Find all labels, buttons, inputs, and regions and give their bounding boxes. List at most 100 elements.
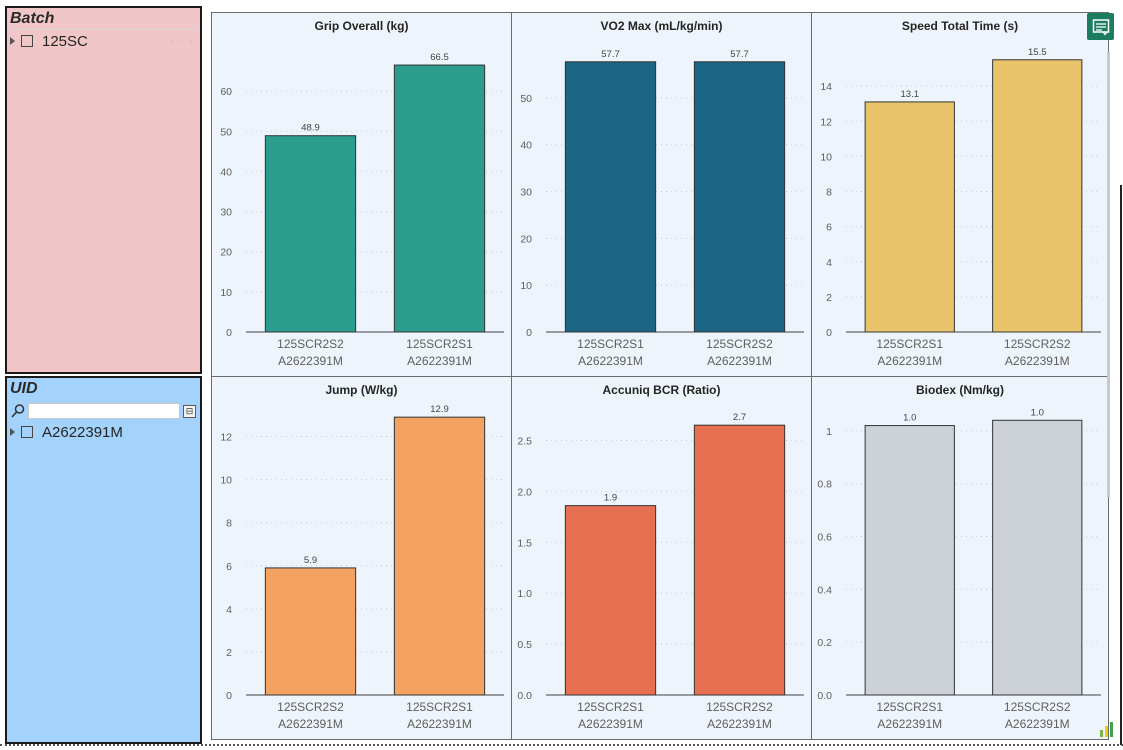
bar[interactable] (992, 59, 1083, 333)
chart-title: VO2 Max (mL/kg/min) (600, 19, 722, 33)
bar[interactable] (393, 64, 486, 333)
jump-chart[interactable]: Jump (W/kg) 0 2 4 6 8 10 12 5.9 125SCR2S2 A2622391… (212, 377, 512, 739)
bar[interactable] (264, 567, 357, 696)
chart-svg: Jump (W/kg) 0 2 4 6 8 10 12 5.9 125SCR2S2 A2622391… (220, 383, 504, 731)
bar[interactable] (864, 101, 955, 333)
y-tick-label: 0.2 (817, 637, 832, 649)
x-tick-label: 125SCR2S1 (577, 700, 644, 714)
batch-item-label: 125SC (42, 32, 88, 50)
y-tick-label: 6 (226, 561, 232, 573)
checkbox-icon[interactable] (21, 35, 33, 47)
x-tick-label: A2622391M (1005, 354, 1070, 368)
y-tick-label: 0.4 (817, 584, 832, 596)
expand-arrow-icon[interactable] (10, 428, 15, 436)
y-tick-label: 10 (220, 287, 232, 299)
report-card-icon (1092, 18, 1109, 35)
batch-slicer-title: Batch (10, 10, 55, 27)
y-tick-label: 12 (220, 432, 232, 444)
vo2-max-chart[interactable]: VO2 Max (mL/kg/min) 0 10 20 30 40 50 57.7 125SCR… (512, 13, 812, 377)
y-tick-label: 30 (220, 207, 232, 219)
bar[interactable] (264, 135, 357, 333)
bar[interactable] (393, 416, 486, 696)
bar[interactable] (992, 419, 1083, 696)
expand-arrow-icon[interactable] (10, 37, 15, 45)
x-tick-label: 125SCR2S1 (876, 700, 943, 714)
y-tick-label: 0.8 (817, 479, 832, 491)
chart-title: Grip Overall (kg) (314, 19, 408, 33)
data-label: 48.9 (301, 123, 320, 134)
x-tick-label: A2622391M (877, 354, 942, 368)
batch-slicer-divider (10, 29, 197, 30)
biodex-chart[interactable]: Biodex (Nm/kg) 0.0 0.2 0.4 0.6 0.8 1 1.0 125SCR2… (812, 377, 1108, 739)
uid-slicer-title: UID (10, 380, 38, 397)
x-tick-label: A2622391M (707, 354, 772, 368)
x-tick-label: A2622391M (407, 717, 472, 731)
y-tick-label: 10 (820, 151, 832, 163)
data-label: 13.1 (901, 89, 920, 100)
y-tick-label: 10 (220, 475, 232, 487)
y-tick-label: 8 (226, 518, 232, 530)
checkbox-icon[interactable] (21, 426, 33, 438)
x-tick-label: 125SCR2S1 (406, 337, 473, 351)
y-tick-label: 0 (226, 327, 232, 339)
y-tick-label: 10 (520, 280, 532, 292)
clear-search-icon[interactable]: ⊟ (183, 404, 196, 418)
batch-slicer: Batch 125SC · · · (5, 6, 202, 374)
uid-search-row: ⊟ (7, 401, 200, 421)
y-tick-label: 0 (826, 327, 832, 339)
more-options-icon[interactable]: · · · (170, 34, 194, 48)
y-tick-label: 60 (220, 86, 232, 98)
y-tick-label: 30 (520, 187, 532, 199)
y-tick-label: 6 (826, 222, 832, 234)
bar[interactable] (693, 424, 786, 696)
y-tick-label: 2.5 (517, 435, 532, 447)
bar[interactable] (864, 425, 955, 696)
y-tick-label: 1.0 (517, 588, 532, 600)
y-tick-label: 14 (820, 81, 832, 93)
data-label: 5.9 (304, 555, 317, 566)
y-tick-label: 0.0 (817, 690, 832, 702)
x-tick-label: A2622391M (278, 717, 343, 731)
data-label: 2.7 (733, 412, 746, 423)
chart-svg: VO2 Max (mL/kg/min) 0 10 20 30 40 50 57.7 125SCR… (520, 19, 804, 368)
y-tick-label: 2 (826, 292, 832, 304)
y-tick-label: 1.5 (517, 537, 532, 549)
x-tick-label: 125SCR2S1 (876, 337, 943, 351)
y-tick-label: 40 (520, 140, 532, 152)
grip-overall-chart[interactable]: Grip Overall (kg) 0 10 20 30 40 50 60 48.9 125SCR… (212, 13, 512, 377)
y-tick-label: 50 (520, 93, 532, 105)
y-tick-label: 2 (226, 647, 232, 659)
y-tick-label: 0 (526, 327, 532, 339)
chart-svg: Speed Total Time (s) 0 2 4 6 8 10 12 14 13.1 125SC… (820, 19, 1101, 368)
y-tick-label: 12 (820, 116, 832, 128)
y-tick-label: 0.6 (817, 532, 832, 544)
speed-total-time-chart[interactable]: Speed Total Time (s) 0 2 4 6 8 10 12 14 13.1 125SC… (812, 13, 1108, 377)
uid-item-a2622391m[interactable]: A2622391M (7, 421, 200, 443)
bar[interactable] (693, 61, 786, 333)
canvas-edge (1120, 185, 1122, 745)
data-label: 66.5 (430, 52, 449, 63)
data-label: 1.9 (604, 493, 617, 504)
data-label: 1.0 (1031, 407, 1044, 418)
y-tick-label: 4 (826, 257, 832, 269)
focus-mode-icon[interactable] (1087, 13, 1114, 40)
x-tick-label: A2622391M (707, 717, 772, 731)
data-label: 15.5 (1028, 47, 1047, 58)
x-tick-label: A2622391M (278, 354, 343, 368)
data-label: 12.9 (430, 404, 449, 415)
x-tick-label: A2622391M (877, 717, 942, 731)
uid-slicer: UID ⊟ A2622391M (5, 376, 202, 744)
x-tick-label: A2622391M (578, 717, 643, 731)
search-icon (11, 404, 25, 418)
charts-grid: Grip Overall (kg) 0 10 20 30 40 50 60 48.9 125SCR… (211, 12, 1109, 740)
accuniq-bcr-chart[interactable]: Accuniq BCR (Ratio) 0.0 0.5 1.0 1.5 2.0 2.5 1.9… (512, 377, 812, 739)
y-tick-label: 20 (520, 233, 532, 245)
batch-item-125sc[interactable]: 125SC · · · (7, 30, 200, 52)
y-tick-label: 20 (220, 247, 232, 259)
y-tick-label: 1 (826, 426, 832, 438)
bar[interactable] (564, 61, 657, 333)
x-tick-label: A2622391M (407, 354, 472, 368)
vertical-scrollbar[interactable] (1107, 52, 1110, 497)
uid-search-input[interactable] (28, 403, 180, 419)
bar[interactable] (564, 505, 657, 696)
